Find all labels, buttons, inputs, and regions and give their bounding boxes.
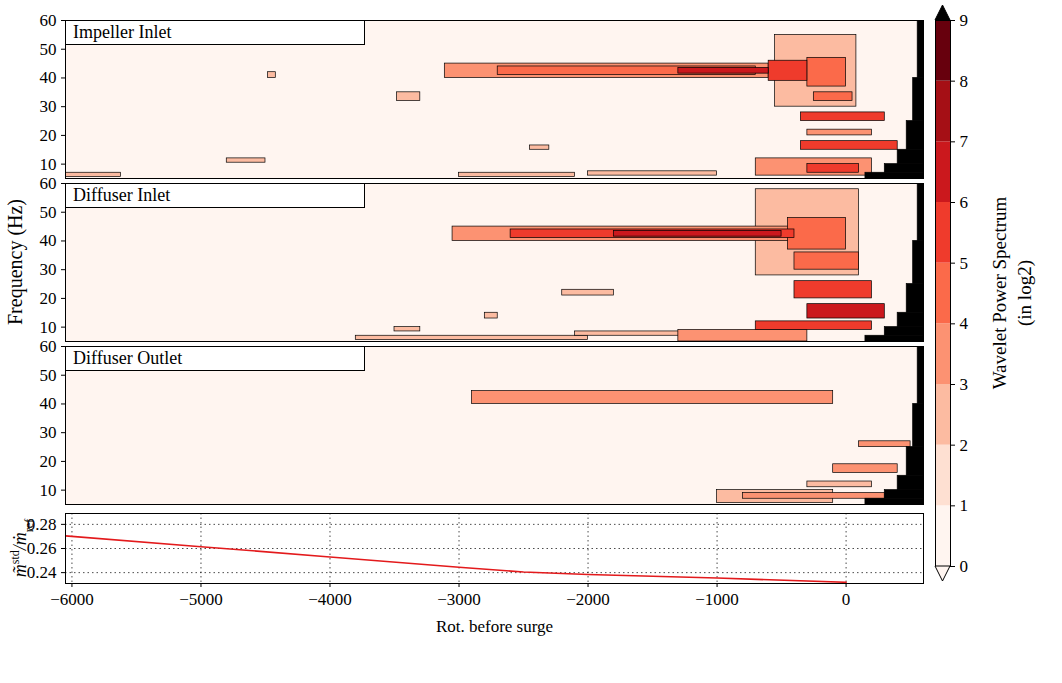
svg-text:Frequency (Hz): Frequency (Hz) <box>4 199 27 325</box>
svg-text:0: 0 <box>842 590 851 609</box>
html-text:Diffuser Inlet: Diffuser Inlet <box>73 185 171 205</box>
svg-text:10: 10 <box>40 318 57 337</box>
svg-text:0.28: 0.28 <box>27 515 57 534</box>
html-text:Impeller Inlet: Impeller Inlet <box>73 22 172 42</box>
svg-text:20: 20 <box>40 452 57 471</box>
svg-text:2: 2 <box>960 436 969 455</box>
svg-text:3: 3 <box>960 375 969 394</box>
svg-text:30: 30 <box>40 97 57 116</box>
svg-text:6: 6 <box>960 193 969 212</box>
svg-text:60: 60 <box>40 11 57 30</box>
svg-text:40: 40 <box>40 231 57 250</box>
svg-text:30: 30 <box>40 423 57 442</box>
svg-text:7: 7 <box>960 132 969 151</box>
svg-text:60: 60 <box>40 174 57 193</box>
svg-text:−3000: −3000 <box>437 590 481 609</box>
svg-text:10: 10 <box>40 481 57 500</box>
svg-text:50: 50 <box>40 203 57 222</box>
svg-text:4: 4 <box>960 314 969 333</box>
svg-text:0.24: 0.24 <box>27 563 57 582</box>
svg-text:Rot. before surge: Rot. before surge <box>436 617 553 636</box>
svg-text:5: 5 <box>960 254 969 273</box>
svg-text:20: 20 <box>40 289 57 308</box>
svg-text:20: 20 <box>40 126 57 145</box>
svg-text:30: 30 <box>40 260 57 279</box>
svg-text:8: 8 <box>960 72 969 91</box>
svg-text:−1000: −1000 <box>695 590 739 609</box>
svg-text:10: 10 <box>40 155 57 174</box>
svg-text:50: 50 <box>40 366 57 385</box>
svg-text:m̃std/ṁref: m̃std/ṁref <box>8 519 36 577</box>
svg-text:(in log2): (in log2) <box>1014 260 1036 326</box>
svg-text:1: 1 <box>960 496 969 515</box>
svg-text:0: 0 <box>960 557 969 576</box>
svg-text:40: 40 <box>40 68 57 87</box>
svg-text:−2000: −2000 <box>566 590 610 609</box>
svg-text:60: 60 <box>40 337 57 356</box>
svg-text:Wavelet Power Spectrum: Wavelet Power Spectrum <box>989 196 1010 389</box>
svg-text:0.26: 0.26 <box>27 539 57 558</box>
svg-text:−4000: −4000 <box>308 590 352 609</box>
svg-text:−5000: −5000 <box>179 590 223 609</box>
svg-text:−6000: −6000 <box>50 590 94 609</box>
svg-text:9: 9 <box>960 11 969 30</box>
html-text:Diffuser Outlet: Diffuser Outlet <box>73 348 183 368</box>
svg-text:50: 50 <box>40 40 57 59</box>
svg-text:40: 40 <box>40 394 57 413</box>
